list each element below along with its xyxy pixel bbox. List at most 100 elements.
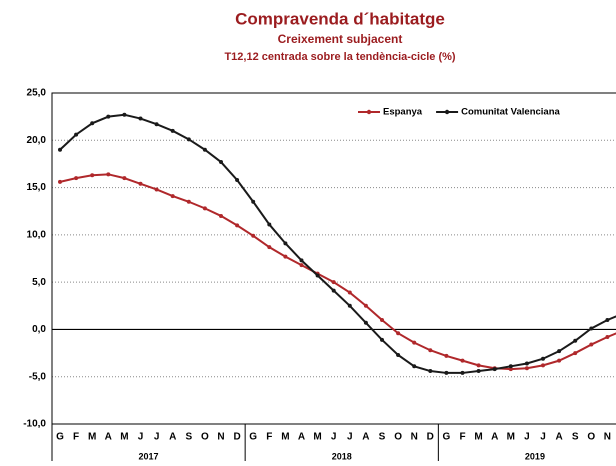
data-point xyxy=(283,254,288,259)
data-point xyxy=(347,303,352,308)
x-tick-label: M xyxy=(313,432,321,443)
x-tick-label: A xyxy=(169,432,176,443)
data-point xyxy=(90,173,95,178)
data-point xyxy=(524,361,529,366)
data-point xyxy=(106,114,111,119)
data-point xyxy=(363,320,368,325)
data-point xyxy=(605,317,610,322)
x-tick-label: O xyxy=(394,432,402,443)
x-tick-label: J xyxy=(524,432,530,443)
data-point xyxy=(219,160,223,165)
data-point xyxy=(524,366,529,371)
data-point xyxy=(444,370,449,375)
y-tick-label: 25,0 xyxy=(27,88,47,99)
x-tick-label: M xyxy=(120,432,128,443)
x-tick-label: G xyxy=(56,432,64,443)
data-point xyxy=(573,351,578,356)
chart-subtitle: T12,12 centrada sobre la tendència-cicle… xyxy=(224,51,455,63)
data-point xyxy=(460,358,465,363)
x-tick-label: J xyxy=(138,432,144,443)
data-point xyxy=(557,349,562,354)
data-point xyxy=(283,241,288,246)
data-point xyxy=(122,112,127,117)
data-point xyxy=(428,348,433,353)
y-tick-label: -10,0 xyxy=(23,419,46,430)
x-tick-label: N xyxy=(604,432,611,443)
x-tick-label: F xyxy=(73,432,79,443)
data-point xyxy=(74,132,79,137)
x-tick-label: J xyxy=(331,432,337,443)
x-tick-label: N xyxy=(217,432,224,443)
legend-swatch xyxy=(366,109,372,115)
x-tick-label: A xyxy=(298,432,305,443)
x-tick-label: S xyxy=(185,432,192,443)
data-point xyxy=(267,245,272,250)
data-point xyxy=(202,206,207,211)
data-point xyxy=(331,280,336,285)
data-point xyxy=(508,367,513,372)
data-point xyxy=(90,121,95,126)
x-tick-label: N xyxy=(411,432,418,443)
data-point xyxy=(363,303,368,308)
data-point xyxy=(122,176,127,181)
y-tick-label: 20,0 xyxy=(27,135,47,146)
data-point xyxy=(396,352,401,357)
series-line xyxy=(59,173,616,371)
data-point xyxy=(154,122,159,127)
x-tick-label: F xyxy=(266,432,272,443)
legend-swatch xyxy=(444,109,450,115)
data-point xyxy=(74,176,79,181)
x-group-label: 2018 xyxy=(332,451,352,461)
data-point xyxy=(541,356,545,361)
data-point xyxy=(605,334,610,339)
data-point xyxy=(202,147,207,152)
x-tick-label: G xyxy=(443,432,451,443)
x-tick-label: J xyxy=(347,432,353,443)
y-tick-label: 10,0 xyxy=(27,229,47,240)
data-point xyxy=(315,273,320,278)
data-point xyxy=(380,337,384,342)
data-point xyxy=(444,353,449,358)
x-tick-label: O xyxy=(201,432,209,443)
y-tick-label: 15,0 xyxy=(27,182,47,193)
data-point xyxy=(460,370,465,375)
data-point xyxy=(380,317,384,322)
data-point xyxy=(347,290,352,295)
x-tick-label: G xyxy=(249,432,257,443)
data-point xyxy=(154,187,159,192)
x-tick-label: A xyxy=(555,432,562,443)
data-point xyxy=(299,263,304,268)
x-tick-label: D xyxy=(233,432,240,443)
x-tick-label: M xyxy=(507,432,515,443)
data-point xyxy=(557,358,562,363)
y-tick-label: -5,0 xyxy=(29,371,47,382)
x-tick-label: A xyxy=(362,432,369,443)
data-point xyxy=(106,172,111,177)
x-tick-label: O xyxy=(587,432,595,443)
data-point xyxy=(331,288,336,293)
chart-title: Compravenda d´habitatge xyxy=(235,9,445,28)
data-point xyxy=(476,363,481,368)
x-tick-label: M xyxy=(281,432,289,443)
x-tick-label: F xyxy=(459,432,465,443)
x-tick-label: S xyxy=(572,432,579,443)
data-point xyxy=(412,340,417,345)
data-point xyxy=(186,199,191,204)
legend-label: Comunitat Valenciana xyxy=(461,107,560,118)
legend-label: Espanya xyxy=(383,107,423,118)
data-point xyxy=(219,213,223,218)
data-point xyxy=(138,116,143,121)
x-tick-label: J xyxy=(540,432,546,443)
data-point xyxy=(589,326,594,331)
data-point xyxy=(235,178,240,183)
x-tick-label: M xyxy=(88,432,96,443)
data-point xyxy=(267,222,272,227)
data-point xyxy=(58,179,62,184)
x-tick-label: D xyxy=(427,432,434,443)
data-point xyxy=(573,338,578,343)
data-point xyxy=(428,369,433,374)
data-point xyxy=(412,364,417,369)
x-tick-label: A xyxy=(105,432,112,443)
x-tick-label: S xyxy=(379,432,386,443)
